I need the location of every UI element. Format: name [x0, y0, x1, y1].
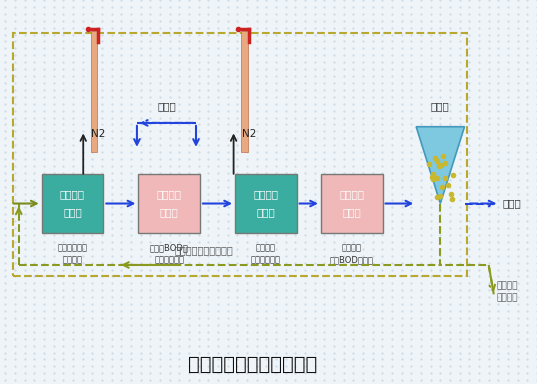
- Text: 巴颠甫脱氮除磷工艺流程: 巴颠甫脱氮除磷工艺流程: [188, 355, 317, 374]
- Text: N2: N2: [242, 129, 256, 139]
- Bar: [13, 33, 467, 276]
- Text: 剩余污泥
含磷污泥: 剩余污泥 含磷污泥: [497, 281, 518, 303]
- Polygon shape: [416, 127, 465, 204]
- Text: 第一好氧: 第一好氧: [157, 190, 182, 200]
- Text: 内循环: 内循环: [157, 101, 176, 111]
- Bar: [42, 174, 103, 233]
- Text: （释放磷
反硝化脱氮）: （释放磷 反硝化脱氮）: [251, 243, 281, 264]
- Text: 反应器: 反应器: [343, 207, 361, 217]
- Bar: [235, 174, 296, 233]
- Text: （反硝化脱氮
释放磷）: （反硝化脱氮 释放磷）: [57, 243, 88, 264]
- Text: （去除BOD、
硝化吸收磷）: （去除BOD、 硝化吸收磷）: [150, 243, 188, 264]
- Text: 第二好氧: 第二好氧: [339, 190, 364, 200]
- Text: （吸收磷
去除BOD硝化）: （吸收磷 去除BOD硝化）: [330, 243, 374, 264]
- Text: 回流污泥（含磷污泥）: 回流污泥（含磷污泥）: [175, 245, 234, 255]
- Text: 反应器: 反应器: [257, 207, 275, 217]
- Text: 第一厌氧: 第一厌氧: [60, 190, 85, 200]
- Bar: [241, 31, 248, 152]
- Bar: [139, 174, 200, 233]
- Bar: [321, 174, 382, 233]
- Text: 第二厌氧: 第二厌氧: [253, 190, 278, 200]
- Text: 反应器: 反应器: [160, 207, 178, 217]
- Text: 反应器: 反应器: [63, 207, 82, 217]
- Text: 沉淀池: 沉淀池: [431, 101, 449, 111]
- Text: N2: N2: [91, 129, 106, 139]
- Text: 处理水: 处理水: [502, 199, 521, 209]
- Bar: [91, 31, 97, 152]
